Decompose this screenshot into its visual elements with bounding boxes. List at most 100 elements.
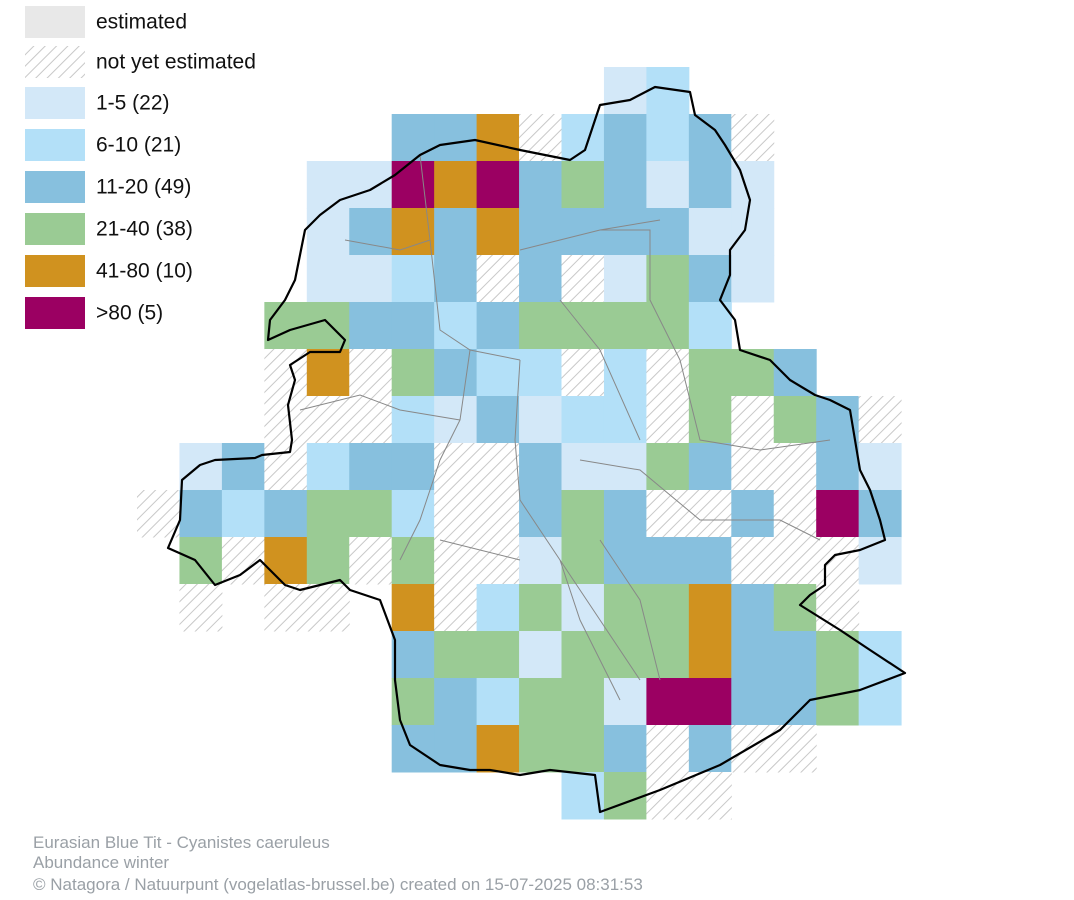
grid-cell bbox=[434, 678, 478, 726]
grid-cell bbox=[731, 443, 775, 491]
grid-cell bbox=[688, 537, 732, 585]
grid-cell bbox=[688, 490, 732, 538]
grid-cell bbox=[434, 114, 478, 162]
grid-cell bbox=[603, 396, 647, 444]
legend-label: >80 (5) bbox=[96, 302, 163, 325]
grid-cell bbox=[816, 443, 860, 491]
grid-cell bbox=[476, 114, 520, 162]
grid-cell bbox=[773, 443, 817, 491]
grid-cell bbox=[519, 255, 562, 303]
grid-cell bbox=[561, 161, 605, 209]
grid-cell bbox=[264, 443, 308, 491]
grid-cell bbox=[773, 631, 817, 679]
grid-cell bbox=[519, 302, 562, 350]
grid-cell bbox=[646, 725, 690, 773]
grid-cell bbox=[816, 678, 860, 726]
grid-cell bbox=[603, 302, 647, 350]
grid-cell bbox=[646, 678, 690, 726]
grid-cell bbox=[688, 396, 732, 444]
legend-swatch bbox=[25, 255, 85, 287]
grid-cell bbox=[519, 490, 562, 538]
grid-cell bbox=[816, 537, 860, 585]
grid-cell bbox=[391, 490, 435, 538]
grid-cell bbox=[349, 537, 393, 585]
grid-cell bbox=[561, 349, 605, 397]
grid-cell bbox=[731, 349, 775, 397]
grid-cell bbox=[561, 537, 605, 585]
grid-cell bbox=[476, 255, 520, 303]
legend-label: 21-40 (38) bbox=[96, 218, 193, 241]
grid-cell bbox=[349, 443, 393, 491]
grid-cell bbox=[519, 161, 562, 209]
grid-cell bbox=[434, 537, 478, 585]
grid-cell bbox=[731, 725, 775, 773]
grid-cell bbox=[476, 490, 520, 538]
grid-cell bbox=[688, 443, 732, 491]
grid-cell bbox=[646, 161, 690, 209]
map-subtitle: Abundance winter bbox=[33, 853, 169, 872]
grid-cell bbox=[731, 537, 775, 585]
grid-cell bbox=[603, 114, 647, 162]
grid-cell bbox=[561, 302, 605, 350]
legend-label: estimated bbox=[96, 11, 187, 34]
grid-cell bbox=[391, 255, 435, 303]
grid-cell bbox=[773, 537, 817, 585]
grid-cell bbox=[391, 396, 435, 444]
grid-cell bbox=[688, 161, 732, 209]
legend-swatch bbox=[25, 6, 85, 38]
grid-cell bbox=[476, 161, 520, 209]
region-outline bbox=[166, 85, 907, 814]
grid-cell bbox=[603, 208, 647, 256]
grid-cell bbox=[603, 772, 647, 820]
grid-cell bbox=[688, 114, 732, 162]
grid-cell bbox=[688, 772, 732, 820]
grid-cell bbox=[306, 584, 350, 632]
grid-cell bbox=[306, 490, 350, 538]
grid-cell bbox=[646, 631, 690, 679]
grid-cell bbox=[264, 396, 308, 444]
grid-cell bbox=[646, 396, 690, 444]
grid-cell bbox=[434, 443, 478, 491]
grid-cell bbox=[137, 490, 180, 538]
grid-cell bbox=[179, 490, 223, 538]
grid-cell bbox=[306, 302, 350, 350]
grid-cell bbox=[519, 349, 562, 397]
grid-cell bbox=[519, 725, 562, 773]
grid-cell bbox=[519, 631, 562, 679]
grid-cell bbox=[561, 255, 605, 303]
grid-cell bbox=[731, 490, 775, 538]
grid-cell bbox=[391, 208, 435, 256]
grid-cell bbox=[561, 443, 605, 491]
grid-cell bbox=[773, 349, 817, 397]
grid-cell bbox=[519, 443, 562, 491]
grid-cell bbox=[434, 161, 478, 209]
grid-cell bbox=[731, 584, 775, 632]
grid-cell bbox=[476, 584, 520, 632]
grid-cell bbox=[306, 349, 350, 397]
grid-cell bbox=[603, 255, 647, 303]
grid-cell bbox=[646, 584, 690, 632]
grid-cell bbox=[646, 208, 690, 256]
grid-cell bbox=[603, 67, 647, 115]
grid-cell bbox=[434, 584, 478, 632]
grid-cell bbox=[731, 208, 775, 256]
legend-swatch bbox=[25, 213, 85, 245]
grid-cell bbox=[561, 678, 605, 726]
grid-cell bbox=[349, 208, 393, 256]
grid-cell bbox=[688, 584, 732, 632]
grid-cell bbox=[179, 584, 223, 632]
grid-cell bbox=[688, 678, 732, 726]
grid-cell bbox=[434, 631, 478, 679]
grid-cell bbox=[603, 537, 647, 585]
grid-cell bbox=[391, 725, 435, 773]
grid-cell bbox=[603, 725, 647, 773]
grid-cell bbox=[476, 631, 520, 679]
grid-cell bbox=[603, 631, 647, 679]
grid-cell bbox=[306, 396, 350, 444]
grid-cell bbox=[391, 114, 435, 162]
grid-cell bbox=[688, 255, 732, 303]
grid-cell bbox=[603, 678, 647, 726]
grid-cell bbox=[519, 678, 562, 726]
legend-swatch bbox=[25, 171, 85, 203]
grid-cell bbox=[306, 161, 350, 209]
